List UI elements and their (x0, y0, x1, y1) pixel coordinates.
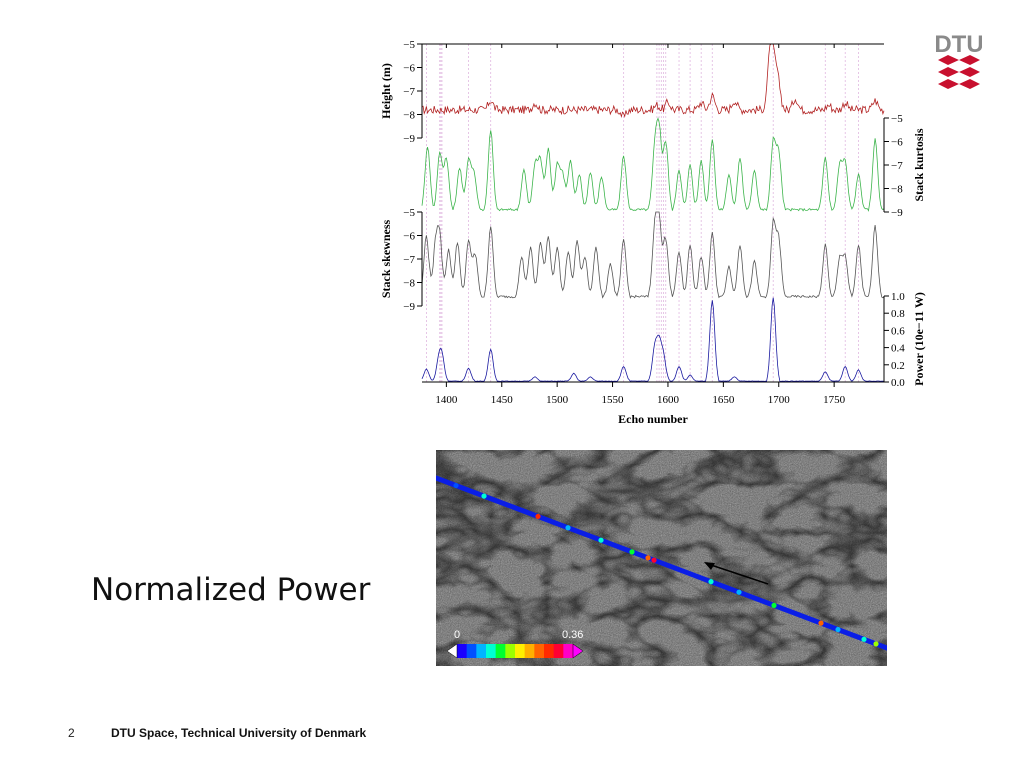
ylabel-stack-skewness: Stack skewness (379, 220, 393, 299)
dtu-logo: DTU (936, 31, 982, 89)
satellite-image: 0 0.36 (436, 450, 887, 666)
colorbar-min-arrow (446, 643, 458, 659)
ylabel-power: Power (10e−11 W) (912, 292, 926, 386)
x-axis-label: Echo number (618, 412, 688, 426)
xtick-label-6: 1700 (768, 394, 791, 406)
colorbar-cell-0 (457, 644, 467, 658)
colorbar-cells (457, 644, 574, 658)
colorbar-min-label: 0 (454, 629, 460, 641)
satellite-track (436, 475, 887, 651)
ylabel-height: Height (m) (379, 63, 393, 119)
track-hotspots (453, 482, 879, 647)
series-height (421, 43, 885, 119)
colorbar-cell-2 (476, 644, 487, 658)
footer-institution: DTU Space, Technical University of Denma… (111, 726, 367, 740)
series-stack-skewness (421, 211, 885, 299)
xtick-label-7: 1750 (823, 394, 846, 406)
track-hotspot-13 (861, 636, 867, 642)
track-hotspot-7 (651, 557, 657, 563)
direction-arrow (704, 562, 769, 585)
xtick-label-5: 1650 (712, 394, 735, 406)
track-hotspot-5 (629, 549, 635, 555)
colorbar-cell-3 (486, 644, 496, 658)
ytick-label-stack-kurtosis-3: −8 (891, 184, 903, 196)
track-hotspot-1 (481, 493, 487, 499)
ytick-label-stack-skewness-1: −6 (403, 231, 415, 243)
axes-layer: −5 −6 −7 −8 −9 Height (m) −5 −6 −7 −8 −9 Stack kurt… (379, 39, 926, 406)
colorbar: 0 0.36 (446, 629, 584, 659)
track-hotspot-14 (873, 641, 879, 647)
ytick-label-height-1: −6 (403, 63, 415, 75)
series-layer (421, 43, 885, 382)
ytick-label-height-3: −8 (403, 110, 415, 122)
track-hotspot-8 (708, 579, 714, 585)
colorbar-cell-1 (466, 644, 477, 658)
xtick-label-2: 1500 (546, 394, 569, 406)
ytick-label-height-2: −7 (403, 86, 415, 98)
ytick-label-stack-skewness-3: −8 (403, 278, 415, 290)
xtick-label-1: 1450 (491, 394, 514, 406)
page-number: 2 (68, 726, 75, 740)
colorbar-max-arrow (572, 643, 584, 659)
track-hotspot-10 (771, 602, 777, 609)
series-power (421, 297, 885, 382)
ytick-label-power-5: 0.0 (891, 377, 905, 389)
ytick-label-stack-kurtosis-1: −6 (891, 137, 903, 149)
xtick-label-4: 1600 (657, 394, 680, 406)
logo-chevron-2 (938, 67, 980, 77)
xtick-label-0: 1400 (435, 394, 458, 406)
colorbar-cell-8 (534, 644, 545, 658)
ytick-label-stack-kurtosis-2: −7 (891, 160, 903, 172)
colorbar-cell-4 (495, 644, 506, 658)
ytick-label-stack-kurtosis-4: −9 (891, 207, 903, 219)
colorbar-cell-7 (524, 644, 535, 658)
ylabel-stack-kurtosis: Stack kurtosis (912, 128, 926, 201)
ytick-label-stack-skewness-0: −5 (403, 207, 415, 219)
track-hotspot-11 (818, 620, 824, 626)
ytick-label-power-3: 0.4 (891, 343, 905, 355)
logo-chevron-3 (938, 79, 980, 89)
ytick-label-stack-kurtosis-0: −5 (891, 113, 903, 125)
ytick-label-power-0: 1.0 (891, 291, 905, 303)
echo-chart: −5 −6 −7 −8 −9 Height (m) −5 −6 −7 −8 −9 Stack kurt… (379, 39, 926, 426)
track-hotspot-12 (835, 626, 841, 633)
colorbar-cell-6 (515, 644, 525, 658)
colorbar-max-label: 0.36 (562, 629, 583, 641)
track-hotspot-6 (645, 555, 651, 561)
track-hotspot-3 (565, 525, 571, 531)
colorbar-cell-9 (544, 644, 554, 658)
track-hotspot-2 (535, 513, 541, 520)
ytick-label-stack-skewness-4: −9 (403, 301, 415, 313)
logo-chevrons (938, 55, 980, 89)
logo-text: DTU (936, 31, 982, 58)
track-hotspot-0 (453, 482, 459, 489)
track-hotspot-9 (736, 589, 742, 595)
track-hotspot-4 (598, 537, 604, 543)
marker-lines (426, 44, 859, 382)
series-stack-kurtosis (421, 117, 885, 212)
colorbar-cell-5 (505, 644, 516, 658)
ytick-label-power-2: 0.6 (891, 325, 905, 337)
logo-chevron-1 (938, 55, 980, 65)
ytick-label-power-1: 0.8 (891, 308, 905, 320)
ytick-label-height-4: −9 (403, 133, 415, 145)
ytick-label-stack-skewness-2: −7 (403, 254, 415, 266)
ytick-label-power-4: 0.2 (891, 360, 905, 372)
slide-title: Normalized Power (91, 572, 371, 608)
colorbar-cell-10 (553, 644, 564, 658)
colorbar-cell-11 (563, 644, 574, 658)
ytick-label-height-0: −5 (403, 39, 415, 51)
xtick-label-3: 1550 (602, 394, 625, 406)
